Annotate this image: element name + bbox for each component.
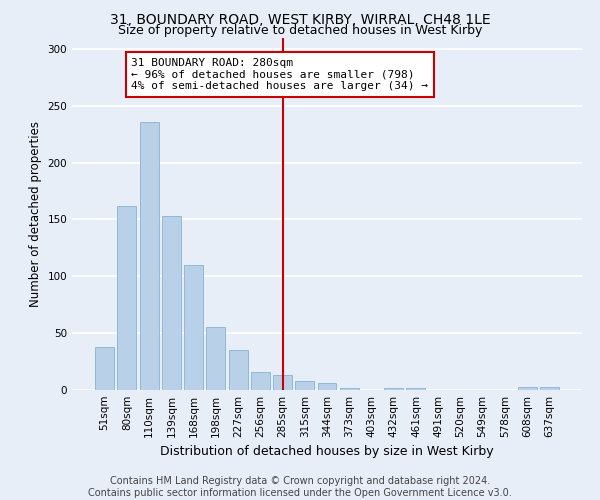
Bar	[340, 388, 359, 390]
Bar	[162, 216, 181, 390]
Bar	[251, 372, 270, 390]
Y-axis label: Number of detached properties: Number of detached properties	[29, 120, 42, 306]
X-axis label: Distribution of detached houses by size in West Kirby: Distribution of detached houses by size …	[160, 446, 494, 458]
Bar	[295, 381, 314, 390]
Bar	[229, 350, 248, 390]
Text: 31 BOUNDARY ROAD: 280sqm
← 96% of detached houses are smaller (798)
4% of semi-d: 31 BOUNDARY ROAD: 280sqm ← 96% of detach…	[131, 58, 428, 91]
Text: Size of property relative to detached houses in West Kirby: Size of property relative to detached ho…	[118, 24, 482, 37]
Bar	[406, 388, 425, 390]
Bar	[206, 328, 225, 390]
Bar	[317, 383, 337, 390]
Bar	[540, 386, 559, 390]
Bar	[184, 265, 203, 390]
Bar	[273, 375, 292, 390]
Bar	[518, 386, 536, 390]
Bar	[140, 122, 158, 390]
Text: Contains HM Land Registry data © Crown copyright and database right 2024.
Contai: Contains HM Land Registry data © Crown c…	[88, 476, 512, 498]
Bar	[95, 347, 114, 390]
Bar	[118, 206, 136, 390]
Text: 31, BOUNDARY ROAD, WEST KIRBY, WIRRAL, CH48 1LE: 31, BOUNDARY ROAD, WEST KIRBY, WIRRAL, C…	[110, 12, 490, 26]
Bar	[384, 388, 403, 390]
